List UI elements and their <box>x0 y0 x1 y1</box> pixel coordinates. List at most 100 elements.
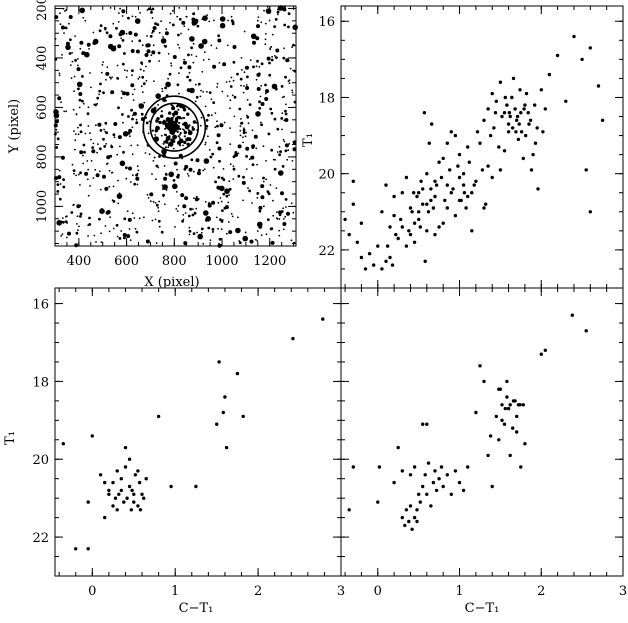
star <box>200 89 203 92</box>
data-point <box>503 95 507 100</box>
star <box>215 141 219 145</box>
star <box>161 87 164 90</box>
star <box>86 112 90 116</box>
cluster-star <box>172 134 178 140</box>
star <box>129 135 131 138</box>
data-point <box>502 149 507 153</box>
star <box>273 167 277 171</box>
star <box>242 131 246 135</box>
data-point <box>478 364 482 368</box>
data-point <box>461 183 466 187</box>
star <box>145 239 150 244</box>
star <box>238 241 242 245</box>
star <box>79 47 82 50</box>
star <box>225 232 228 235</box>
star <box>88 223 92 226</box>
star <box>272 199 274 202</box>
star <box>167 77 170 80</box>
star <box>216 120 218 123</box>
star <box>161 90 164 93</box>
star <box>130 49 135 53</box>
star <box>246 75 249 79</box>
star <box>251 129 254 132</box>
star <box>132 111 137 116</box>
star <box>75 133 77 136</box>
data-point <box>523 103 527 107</box>
star <box>258 100 261 104</box>
star <box>154 218 157 221</box>
star <box>270 45 273 48</box>
star <box>88 216 91 220</box>
star <box>245 168 248 171</box>
star <box>195 195 198 198</box>
star <box>150 11 153 14</box>
data-point <box>453 469 458 473</box>
data-point <box>493 111 498 115</box>
star <box>239 130 242 132</box>
star <box>149 192 154 197</box>
star <box>96 151 98 154</box>
data-point <box>508 114 512 119</box>
star <box>127 217 132 222</box>
data-point <box>117 492 121 496</box>
star <box>146 193 149 196</box>
data-point <box>515 114 520 119</box>
star <box>182 128 184 131</box>
star <box>82 17 85 19</box>
cluster-star <box>177 135 180 138</box>
data-point <box>584 168 588 172</box>
star <box>106 210 111 214</box>
data-point <box>425 492 429 496</box>
star <box>174 226 176 228</box>
star <box>276 13 279 16</box>
star <box>154 202 157 204</box>
star <box>56 137 60 141</box>
star <box>95 241 97 243</box>
star <box>203 51 206 53</box>
data-point <box>359 255 364 260</box>
data-point <box>437 477 441 481</box>
star <box>59 12 61 15</box>
star <box>248 189 252 193</box>
star <box>229 127 232 130</box>
star <box>291 46 293 48</box>
star <box>243 30 246 33</box>
star <box>282 138 285 141</box>
data-point <box>466 194 470 199</box>
star <box>158 31 161 34</box>
star <box>290 131 293 134</box>
star <box>238 240 241 242</box>
data-point <box>519 130 524 134</box>
data-point <box>321 317 325 321</box>
data-point <box>461 172 466 176</box>
data-point <box>426 210 431 214</box>
star <box>152 160 155 162</box>
star <box>146 43 151 48</box>
star <box>211 228 215 231</box>
star <box>68 52 72 55</box>
data-point <box>539 88 543 92</box>
star <box>136 165 139 168</box>
data-point <box>584 329 588 333</box>
star <box>91 146 95 150</box>
star <box>260 184 265 189</box>
cluster-star <box>170 130 176 136</box>
star <box>215 47 218 49</box>
data-point <box>119 488 124 493</box>
cluster-star <box>182 116 186 119</box>
star <box>122 150 125 154</box>
star <box>190 46 194 50</box>
data-point <box>421 422 425 426</box>
star <box>146 9 149 11</box>
data-point <box>431 206 436 210</box>
star <box>155 203 159 207</box>
cluster-star <box>183 135 186 138</box>
star <box>270 58 274 62</box>
star <box>167 53 170 55</box>
star <box>98 147 102 151</box>
cluster-star <box>186 112 190 116</box>
data-point <box>457 480 462 485</box>
data-point <box>221 410 225 415</box>
y-tick-label: 16 <box>32 298 49 313</box>
star <box>175 208 178 210</box>
